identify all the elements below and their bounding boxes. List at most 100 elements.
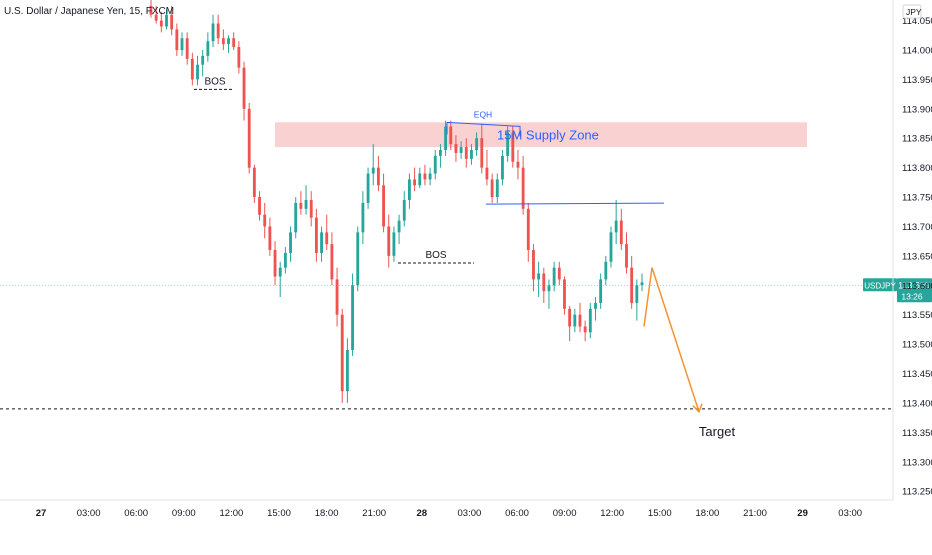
candle	[294, 197, 297, 238]
candle	[346, 338, 349, 403]
price-tick-label: 113.500	[902, 340, 932, 351]
candle	[527, 203, 530, 262]
time-tick-label: 21:00	[362, 508, 386, 519]
candle-body	[341, 315, 344, 391]
candle-body	[579, 315, 582, 327]
price-tick-label: 113.600	[902, 281, 932, 292]
candle-body	[201, 56, 204, 65]
candle	[439, 144, 442, 168]
candle-body	[310, 200, 313, 218]
price-tick-label: 113.750	[902, 193, 932, 204]
candle-body	[196, 65, 199, 80]
candle-body	[175, 29, 178, 50]
candle-body	[455, 144, 458, 153]
candle	[279, 262, 282, 297]
price-tick-label: 113.950	[902, 75, 932, 86]
time-tick-label: 03:00	[458, 508, 482, 519]
candle-body	[641, 282, 644, 285]
target-label: Target	[699, 424, 736, 439]
candle	[181, 32, 184, 56]
candle-body	[610, 232, 613, 261]
candle	[305, 185, 308, 214]
price-tick-label: 113.900	[902, 104, 932, 115]
candle-body	[589, 309, 592, 333]
candle-body	[553, 268, 556, 286]
price-tick-label: 114.000	[902, 46, 932, 57]
candle-body	[206, 41, 209, 56]
candle	[579, 303, 582, 332]
time-tick-label: 06:00	[505, 508, 529, 519]
candle	[537, 262, 540, 297]
price-tick-label: 113.800	[902, 163, 932, 174]
candle	[377, 156, 380, 191]
candle-body	[599, 279, 602, 303]
candle	[206, 32, 209, 61]
candle	[429, 168, 432, 186]
candle-body	[181, 38, 184, 50]
symbol-tag-label: USDJPY	[864, 281, 896, 290]
time-tick-label: 15:00	[267, 508, 291, 519]
candle	[248, 103, 251, 174]
candle	[212, 15, 215, 47]
eqh-label: EQH	[474, 109, 492, 119]
candle	[532, 244, 535, 291]
price-tick-label: 113.700	[902, 222, 932, 233]
candle	[517, 150, 520, 179]
candle	[403, 191, 406, 226]
candle	[320, 226, 323, 261]
candle-body	[470, 150, 473, 159]
countdown-label: 13:26	[901, 291, 923, 301]
candle	[620, 209, 623, 250]
candle-body	[268, 226, 271, 250]
candle-body	[330, 244, 333, 279]
time-tick-label: 15:00	[648, 508, 672, 519]
candle-body	[584, 326, 587, 332]
candle	[330, 232, 333, 285]
candle-body	[222, 38, 225, 44]
currency-label: JPY	[906, 7, 922, 17]
candle	[496, 174, 499, 203]
time-tick-label: 12:00	[220, 508, 244, 519]
candle	[372, 144, 375, 185]
candle	[604, 256, 607, 285]
candles-layer	[150, 0, 644, 403]
candle	[361, 191, 364, 244]
candle-body	[568, 309, 571, 327]
candle-body	[336, 279, 339, 314]
candle-body	[258, 197, 261, 215]
candle	[222, 29, 225, 50]
candle-body	[465, 147, 468, 159]
candle	[625, 232, 628, 273]
candle	[573, 309, 576, 333]
candle-body	[237, 47, 240, 68]
candle-body	[398, 221, 401, 233]
candle-body	[284, 253, 287, 268]
candle-body	[573, 315, 576, 327]
candle	[201, 50, 204, 76]
candle-body	[217, 24, 220, 39]
candle	[558, 262, 561, 286]
candle	[274, 241, 277, 285]
candle-body	[289, 232, 292, 253]
candle-body	[449, 126, 452, 144]
candle	[630, 256, 633, 309]
candle	[217, 15, 220, 44]
candle	[563, 276, 566, 314]
candle	[341, 309, 344, 403]
candle-body	[460, 147, 463, 153]
candle-body	[558, 268, 561, 280]
candle	[413, 168, 416, 192]
candle	[227, 35, 230, 53]
candle	[284, 247, 287, 273]
candle-body	[542, 274, 545, 292]
candle	[584, 321, 587, 342]
candle	[325, 215, 328, 250]
candle	[263, 203, 266, 238]
time-tick-label: 09:00	[553, 508, 577, 519]
time-tick-label: 28	[417, 508, 428, 519]
candle-body	[227, 38, 230, 44]
candle	[491, 174, 494, 203]
candle	[175, 24, 178, 56]
